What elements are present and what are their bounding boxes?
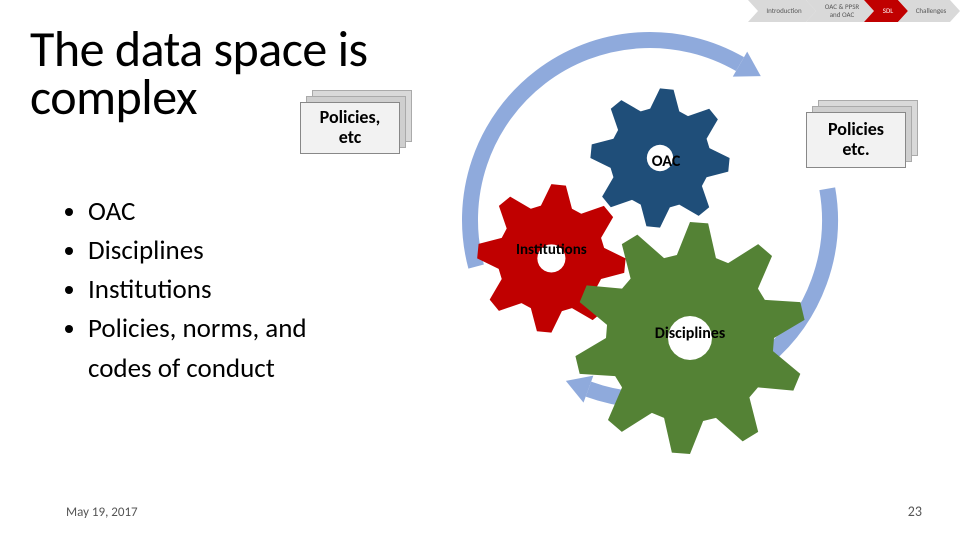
footer-date: May 19, 2017 bbox=[66, 505, 138, 520]
tag-policies-right: Policies etc. bbox=[806, 112, 906, 168]
tag-label: Policies etc. bbox=[806, 112, 906, 168]
tag-policies-left: Policies, etc bbox=[300, 102, 400, 154]
svg-text:Disciplines: Disciplines bbox=[655, 324, 726, 343]
svg-text:OAC: OAC bbox=[652, 152, 681, 171]
tag-label: Policies, etc bbox=[300, 102, 400, 154]
gear-disciplines: Disciplines bbox=[555, 203, 825, 473]
footer-page: 23 bbox=[908, 503, 922, 520]
